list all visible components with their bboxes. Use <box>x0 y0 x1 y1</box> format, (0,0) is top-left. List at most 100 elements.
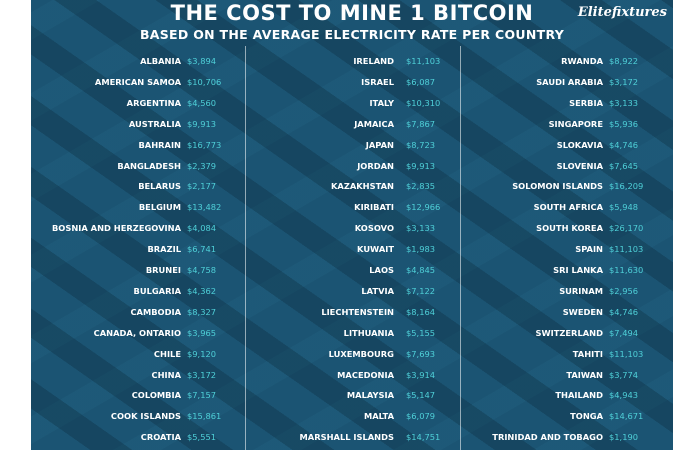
mining-cost: $16,209 <box>609 181 644 192</box>
mining-cost: $2,379 <box>187 160 217 171</box>
mining-cost: $26,170 <box>609 223 644 234</box>
country-name: SRI LANKA <box>553 265 603 275</box>
mining-cost: $10,706 <box>187 76 222 87</box>
country-row: KIRIBATI $12,966 <box>246 200 460 214</box>
country-row: BAHRAIN $16,773 <box>31 138 245 152</box>
country-row: SOUTH AFRICA $5,948 <box>461 200 673 214</box>
country-row: KOSOVO $3,133 <box>246 221 460 235</box>
country-name: JAPAN <box>365 139 394 150</box>
mining-cost: $15,861 <box>187 411 222 422</box>
country-name: SOLOMON ISLANDS <box>512 181 603 192</box>
country-row: LUXEMBOURG $7,693 <box>246 347 460 361</box>
country-row: SURINAM $2,956 <box>461 284 673 298</box>
mining-cost: $3,774 <box>609 369 639 380</box>
mining-cost: $3,133 <box>406 223 436 234</box>
country-row: SPAIN $11,103 <box>461 242 673 256</box>
mining-cost: $2,177 <box>187 181 217 192</box>
mining-cost: $4,758 <box>187 265 217 275</box>
country-name: SLOVENIA <box>556 160 603 171</box>
country-name: ARGENTINA <box>126 97 181 108</box>
country-row: LAOS $4,845 <box>246 263 460 277</box>
mining-cost: $3,894 <box>187 56 217 66</box>
country-row: CROATIA $5,551 <box>31 430 245 444</box>
column-divider <box>460 46 461 450</box>
mining-cost: $4,746 <box>609 139 639 150</box>
mining-cost: $3,172 <box>187 369 217 380</box>
mining-cost: $1,190 <box>609 432 639 443</box>
mining-cost: $14,751 <box>406 432 441 443</box>
country-name: ITALY <box>369 97 394 108</box>
mining-cost: $5,551 <box>187 432 217 443</box>
country-row: MARSHALL ISLANDS $14,751 <box>246 430 460 444</box>
country-row: TAHITI $11,103 <box>461 347 673 361</box>
country-row: JAMAICA $7,867 <box>246 117 460 131</box>
country-name: ALBANIA <box>140 56 181 66</box>
country-name: SPAIN <box>575 244 603 255</box>
mining-cost: $11,103 <box>406 56 441 66</box>
country-row: BANGLADESH $2,379 <box>31 159 245 173</box>
mining-cost: $3,965 <box>187 327 217 338</box>
mining-cost: $5,948 <box>609 202 639 213</box>
country-row: TONGA $14,671 <box>461 409 673 423</box>
country-row: SLOVENIA $7,645 <box>461 159 673 173</box>
mining-cost: $7,645 <box>609 160 639 171</box>
mining-cost: $10,310 <box>406 97 441 108</box>
mining-cost: $14,671 <box>609 411 644 422</box>
country-name: LATVIA <box>361 285 394 296</box>
mining-cost: $1,983 <box>406 244 436 255</box>
mining-cost: $5,936 <box>609 118 639 129</box>
country-name: SWITZERLAND <box>535 327 604 338</box>
country-row: COOK ISLANDS $15,861 <box>31 409 245 423</box>
country-row: TAIWAN $3,774 <box>461 368 673 382</box>
country-name: SERBIA <box>569 97 603 108</box>
country-name: SAUDI ARABIA <box>536 76 603 87</box>
mining-cost: $11,630 <box>609 265 644 275</box>
country-row: LITHUANIA $5,155 <box>246 326 460 340</box>
country-row: IRELAND $11,103 <box>246 54 460 68</box>
country-name: BRAZIL <box>147 244 181 255</box>
mining-cost: $5,155 <box>406 327 436 338</box>
country-row: SWEDEN $4,746 <box>461 305 673 319</box>
country-row: MALAYSIA $5,147 <box>246 388 460 402</box>
country-name: SOUTH KOREA <box>536 223 603 234</box>
country-name: ISRAEL <box>361 76 394 87</box>
mining-cost: $4,943 <box>609 390 639 401</box>
brand-logo: Elitefixtures <box>577 5 667 20</box>
country-name: RWANDA <box>561 56 603 66</box>
mining-cost: $2,835 <box>406 181 436 192</box>
mining-cost: $3,133 <box>609 97 639 108</box>
mining-cost: $8,327 <box>187 306 217 317</box>
country-row: LIECHTENSTEIN $8,164 <box>246 305 460 319</box>
country-row: CANADA, ONTARIO $3,965 <box>31 326 245 340</box>
country-name: CROATIA <box>140 432 181 443</box>
mining-cost: $6,741 <box>187 244 217 255</box>
mining-cost: $7,494 <box>609 327 639 338</box>
mining-cost: $11,103 <box>609 348 644 359</box>
mining-cost: $9,913 <box>406 160 436 171</box>
country-name: COLOMBIA <box>131 390 181 401</box>
country-row: MACEDONIA $3,914 <box>246 368 460 382</box>
country-column-2: IRELAND $11,103 ISRAEL $6,087 ITALY $10,310 JA… <box>246 52 460 450</box>
mining-cost: $8,922 <box>609 56 639 66</box>
country-name: AMERICAN SAMOA <box>94 76 181 87</box>
mining-cost: $4,746 <box>609 306 639 317</box>
country-row: KUWAIT $1,983 <box>246 242 460 256</box>
country-name: BULGARIA <box>133 285 181 296</box>
country-name: MACEDONIA <box>337 369 394 380</box>
mining-cost: $3,172 <box>609 76 639 87</box>
country-row: BRUNEI $4,758 <box>31 263 245 277</box>
country-row: LATVIA $7,122 <box>246 284 460 298</box>
mining-cost: $12,966 <box>406 202 441 213</box>
country-row: JAPAN $8,723 <box>246 138 460 152</box>
mining-cost: $7,157 <box>187 390 217 401</box>
country-row: SLOKAVIA $4,746 <box>461 138 673 152</box>
country-name: BELARUS <box>138 181 181 192</box>
country-row: BULGARIA $4,362 <box>31 284 245 298</box>
country-name: CAMBODIA <box>130 306 181 317</box>
country-row: SINGAPORE $5,936 <box>461 117 673 131</box>
country-name: LIECHTENSTEIN <box>321 306 394 317</box>
country-row: ALBANIA $3,894 <box>31 54 245 68</box>
mining-cost: $9,913 <box>187 118 217 129</box>
country-name: KAZAKHSTAN <box>330 181 394 192</box>
country-row: ITALY $10,310 <box>246 96 460 110</box>
